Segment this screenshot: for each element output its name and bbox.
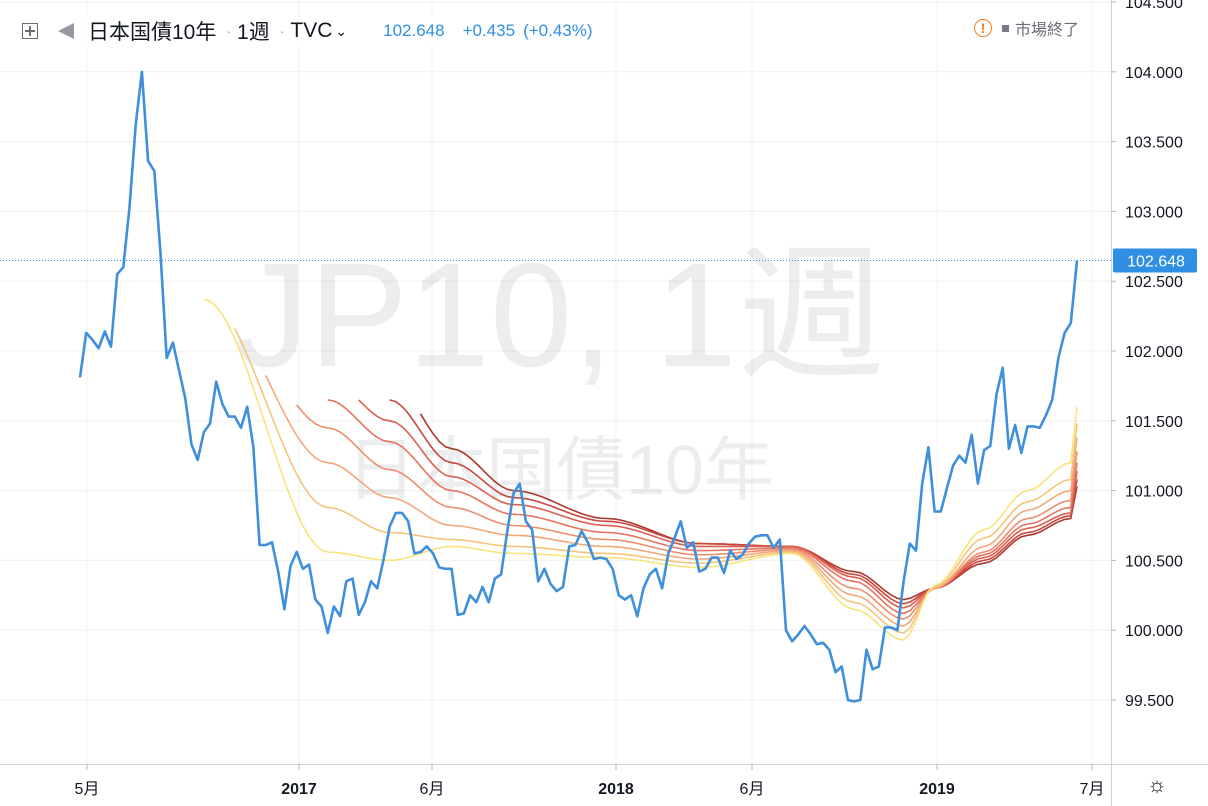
x-tick-label: 5月 — [75, 781, 100, 798]
last-price-badge — [1113, 248, 1197, 273]
ma-line-7 — [389, 399, 1078, 605]
price-change-percent: (+0.43%) — [523, 21, 593, 40]
ma-line-2 — [234, 327, 1078, 634]
x-tick-label: 6月 — [740, 781, 765, 798]
interval-label[interactable]: 1週 — [237, 21, 270, 44]
price-change: +0.435 — [462, 21, 516, 40]
symbol-legend: 日本国債10年 · 1週 · TVC ⌄ 102.648 +0.435 (+0.… — [22, 16, 599, 46]
y-tick-label: 101.000 — [1125, 484, 1183, 501]
separator-dot: · — [279, 23, 285, 39]
market-status-text: 市場終了 — [1015, 22, 1080, 39]
x-tick-label: 2018 — [598, 781, 634, 798]
symbol-name[interactable]: 日本国債10年 — [88, 21, 217, 44]
separator-dot: · — [226, 23, 232, 39]
x-tick-label: 7月 — [1080, 781, 1105, 798]
ma-line-6 — [358, 399, 1078, 609]
chevron-down-icon[interactable]: ⌄ — [335, 22, 348, 39]
grid — [0, 0, 1111, 764]
ma-line-3 — [265, 375, 1078, 627]
y-tick-label: 104.500 — [1125, 0, 1183, 12]
flag-icon[interactable] — [58, 23, 74, 39]
x-tick-label: 6月 — [420, 781, 445, 798]
y-tick-label: 103.500 — [1125, 135, 1183, 152]
exchange-label[interactable]: TVC — [290, 19, 333, 42]
settings-gear-icon[interactable]: ☼ — [1146, 772, 1168, 797]
time-axis[interactable]: 5月 2017 6月 2018 6月 2019 7月 — [75, 764, 1105, 798]
y-tick-label: 102.000 — [1125, 344, 1183, 361]
y-tick-label: 100.000 — [1125, 623, 1183, 640]
watermark-subtitle: 日本国債10年 — [346, 431, 774, 509]
last-price-label: 102.648 — [1113, 248, 1197, 273]
price-axis[interactable]: 104.500 104.000 103.500 103.000 102.500 102.0… — [1111, 0, 1183, 710]
warning-icon[interactable]: ! — [974, 19, 992, 37]
watermark-title: JP10, 1週 — [235, 233, 885, 398]
y-tick-label: 103.000 — [1125, 204, 1183, 221]
y-tick-label: 104.000 — [1125, 65, 1183, 82]
y-tick-label: 99.500 — [1125, 693, 1174, 710]
price-series-line — [78, 70, 1079, 703]
add-compare-icon[interactable] — [22, 23, 38, 39]
ma-ribbon — [203, 298, 1078, 641]
price-line — [78, 70, 1079, 703]
status-square-icon — [1002, 24, 1009, 32]
last-price: 102.648 — [383, 21, 445, 40]
y-tick-label: 101.500 — [1125, 414, 1183, 431]
x-tick-label: 2017 — [281, 781, 317, 798]
x-tick-label: 2019 — [919, 781, 955, 798]
market-status[interactable]: ! 市場終了 — [974, 16, 1079, 40]
last-price-value: 102.648 — [1127, 254, 1185, 271]
y-tick-label: 102.500 — [1125, 274, 1183, 291]
y-tick-label: 100.500 — [1125, 553, 1183, 570]
ma-line-1 — [203, 298, 1078, 641]
